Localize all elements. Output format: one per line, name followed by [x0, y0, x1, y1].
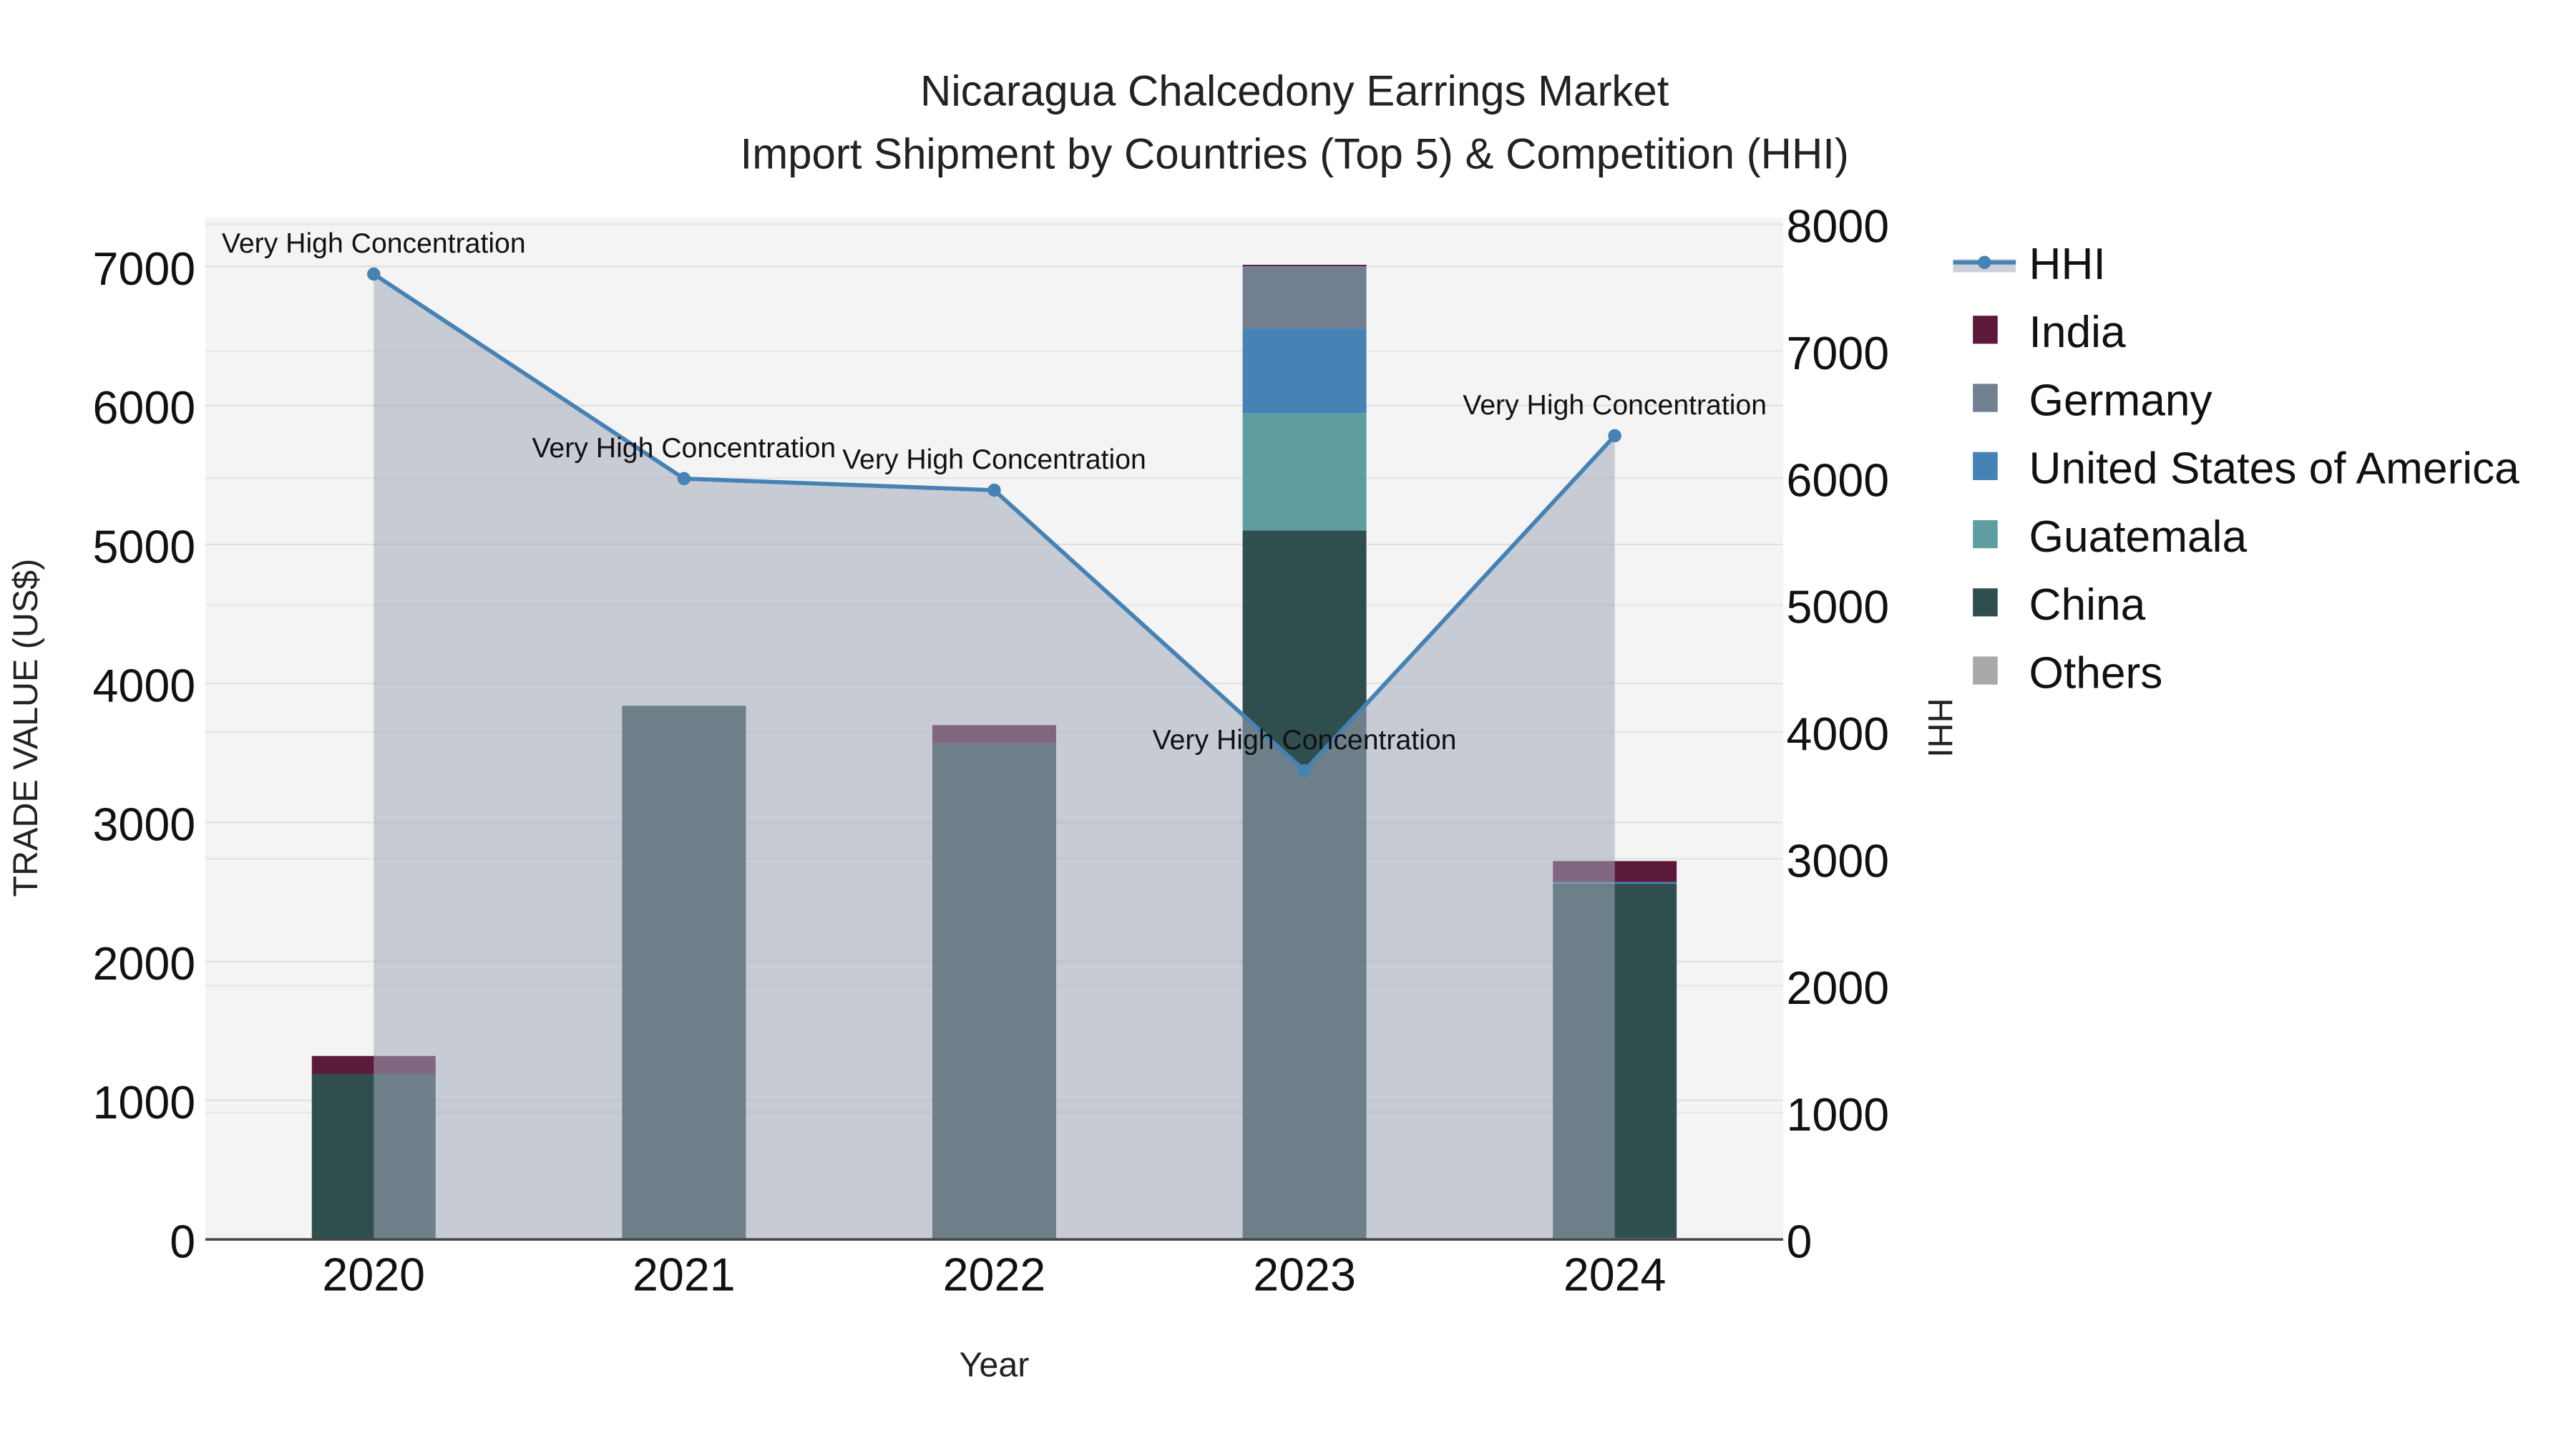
hhi-point [1608, 429, 1621, 443]
y2-tick-label: 2000 [1787, 962, 1890, 1014]
legend-label: Germany [2029, 376, 2213, 425]
y-axis-title: TRADE VALUE (US$) [6, 559, 45, 897]
y2-tick-label: 6000 [1787, 454, 1890, 506]
x-tick-label: 2023 [1253, 1249, 1356, 1301]
legend-swatch [1973, 588, 1998, 617]
x-tick-label: 2020 [322, 1249, 425, 1301]
legend-swatch [1973, 519, 1998, 549]
y2-tick-label: 0 [1787, 1216, 1813, 1267]
y2-tick-label: 4000 [1787, 708, 1890, 760]
hhi-point [677, 472, 691, 486]
y2-tick-label: 3000 [1787, 835, 1890, 887]
legend-swatch [1973, 384, 1998, 412]
hhi-area [374, 274, 1615, 1240]
chart-title-line1: Nicaragua Chalcedony Earrings Market [920, 67, 1669, 115]
y2-tick-label: 7000 [1787, 328, 1890, 379]
x-tick-label: 2022 [943, 1249, 1046, 1301]
y-tick-label: 4000 [93, 660, 196, 712]
legend-label: India [2029, 308, 2126, 357]
chart-title-line2: Import Shipment by Countries (Top 5) & C… [741, 130, 1849, 177]
x-tick-label: 2024 [1563, 1249, 1667, 1301]
y-tick-label: 5000 [93, 521, 196, 572]
hhi-point [367, 267, 381, 281]
legend-swatch [1973, 656, 1998, 685]
hhi-annotation: Very High Concentration [1153, 725, 1457, 756]
hhi-point [987, 483, 1001, 497]
y2-axis-title: HHI [1921, 698, 1959, 757]
x-tick-label: 2021 [633, 1249, 736, 1301]
x-axis-title: Year [960, 1346, 1030, 1385]
y2-tick-label: 1000 [1787, 1089, 1890, 1141]
y-tick-label: 2000 [93, 938, 196, 990]
y-tick-label: 0 [170, 1216, 195, 1267]
bar-guatemala [1242, 413, 1367, 531]
legend-label: China [2029, 580, 2146, 630]
hhi-annotation: Very High Concentration [842, 444, 1146, 475]
y-tick-label: 7000 [93, 243, 196, 295]
legend-label: HHI [2029, 240, 2106, 289]
hhi-point [1297, 763, 1312, 778]
legend-label: Others [2029, 648, 2163, 698]
bar-united-states-of-america [1242, 328, 1367, 414]
y2-tick-label: 5000 [1787, 582, 1890, 633]
hhi-annotation: Very High Concentration [532, 433, 836, 464]
y-tick-label: 6000 [93, 382, 196, 434]
y-tick-label: 3000 [93, 799, 196, 851]
hhi-annotation: Very High Concentration [1463, 390, 1767, 421]
legend-swatch-hhi-point [1978, 255, 1991, 269]
bar-india [1242, 265, 1367, 267]
y2-tick-label: 8000 [1787, 201, 1890, 253]
y-tick-label: 1000 [93, 1077, 196, 1128]
legend-label: United States of America [2029, 444, 2520, 494]
legend-swatch [1973, 452, 1998, 480]
hhi-annotation: Very High Concentration [222, 228, 526, 259]
bar-germany [1242, 266, 1367, 329]
legend-label: Guatemala [2029, 512, 2248, 562]
legend-swatch [1973, 316, 1998, 344]
